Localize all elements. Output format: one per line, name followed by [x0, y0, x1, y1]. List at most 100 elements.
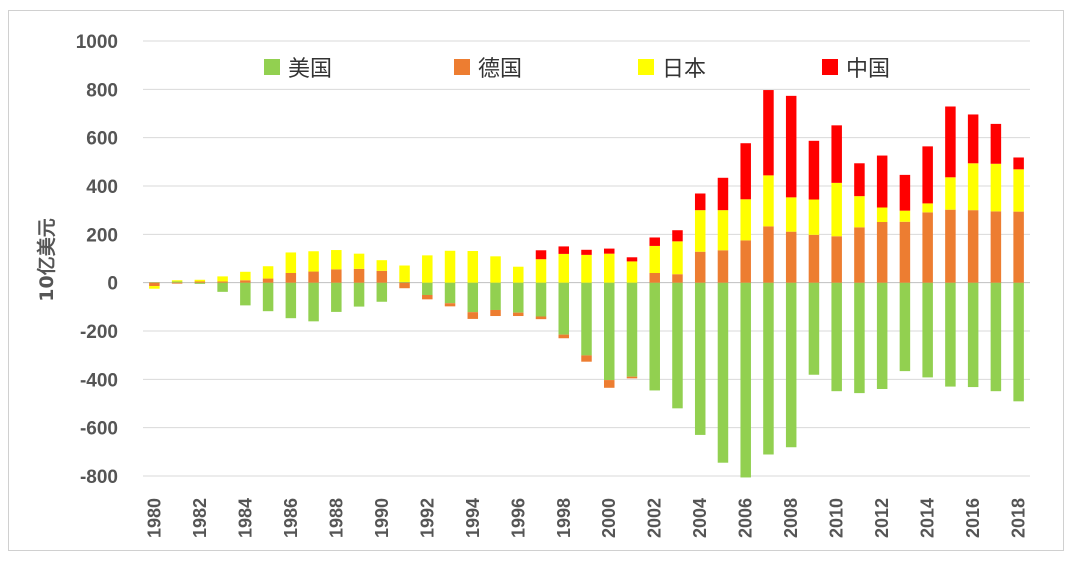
bar-japan-1998: [558, 253, 570, 283]
bar-china-2009: [808, 140, 820, 200]
legend: 美国 德国 日本 中国: [264, 57, 890, 82]
y-tick-label: 0: [107, 274, 118, 295]
bar-china-1999: [581, 249, 592, 255]
bar-usa-2016: [967, 282, 979, 388]
bar-usa-1984: [240, 282, 251, 306]
bar-japan-1994: [467, 251, 479, 283]
x-tick-label: 1990: [372, 498, 392, 538]
bar-usa-1994: [467, 282, 479, 313]
bar-germany-2006: [740, 240, 751, 283]
bar-japan-2015: [945, 177, 956, 210]
bar-usa-2001: [626, 282, 638, 377]
bar-japan-1983: [217, 276, 228, 282]
bar-china-2013: [899, 174, 911, 211]
bar-usa-1986: [285, 282, 297, 319]
bar-germany-1980: [149, 282, 160, 287]
bar-usa-2009: [808, 282, 820, 375]
bar-germany-1985: [262, 278, 274, 283]
y-axis-ticks: 1000 800 600 400 200 0 -200 -400 -600 -800: [76, 32, 118, 488]
bar-japan-1996: [513, 266, 524, 283]
bar-germany-1982: [194, 281, 206, 283]
bar-usa-1982: [194, 282, 206, 284]
legend-label-japan: 日本: [662, 57, 706, 82]
bar-germany-1988: [331, 269, 342, 283]
bar-japan-2007: [763, 175, 774, 227]
legend-swatch-germany: [454, 59, 470, 75]
bar-usa-1998: [558, 282, 570, 335]
bar-usa-1990: [376, 282, 388, 302]
legend-swatch-china: [822, 59, 838, 75]
bar-germany-1987: [308, 271, 319, 283]
x-tick-label: 2004: [690, 498, 710, 538]
bar-japan-1993: [444, 250, 456, 283]
bar-usa-1991: [399, 281, 410, 283]
bar-china-2008: [785, 95, 797, 198]
bar-japan-2002: [649, 245, 660, 273]
legend-label-germany: 德国: [478, 57, 522, 82]
bar-china-2001: [626, 257, 638, 262]
legend-swatch-usa: [264, 59, 280, 75]
y-tick-label: 800: [86, 80, 118, 101]
bar-germany-2009: [808, 234, 820, 283]
x-tick-label: 2012: [872, 498, 892, 538]
bar-japan-1982: [194, 279, 206, 282]
bar-japan-1981: [171, 280, 183, 282]
bar-japan-1985: [262, 266, 274, 279]
bar-germany-1989: [353, 268, 365, 283]
bar-china-2017: [990, 123, 1002, 164]
bar-usa-2006: [740, 282, 751, 478]
bar-japan-2008: [785, 197, 797, 232]
y-axis-label: 10亿美元: [35, 218, 58, 301]
bar-germany-1998: [558, 334, 570, 339]
bar-japan-2017: [990, 163, 1002, 212]
x-tick-label: 2018: [1009, 498, 1029, 538]
bar-china-2016: [967, 114, 979, 164]
legend-item-germany: 德国: [454, 57, 522, 82]
bar-germany-1990: [376, 270, 388, 283]
bar-usa-2000: [603, 282, 615, 381]
x-tick-label: 2016: [963, 498, 983, 538]
bar-china-2010: [831, 125, 842, 183]
bar-japan-2011: [854, 196, 865, 228]
bar-usa-1997: [535, 282, 547, 317]
bar-japan-2000: [603, 253, 615, 283]
bar-usa-1985: [262, 282, 274, 312]
bar-germany-2004: [694, 251, 706, 283]
x-tick-label: 1982: [190, 498, 210, 538]
bar-germany-1997: [535, 316, 547, 320]
bar-germany-1992: [422, 294, 433, 300]
bar-japan-1991: [399, 265, 410, 282]
bar-china-2012: [876, 155, 888, 208]
x-tick-label: 1996: [508, 498, 528, 538]
y-tick-label: -800: [80, 467, 118, 488]
bar-germany-2003: [672, 274, 683, 283]
bar-japan-1986: [285, 252, 297, 273]
bar-japan-2018: [1013, 169, 1024, 212]
bar-usa-2008: [785, 282, 797, 448]
bar-usa-2013: [899, 282, 911, 372]
bar-usa-2011: [854, 282, 865, 394]
x-tick-label: 2000: [599, 498, 619, 538]
y-tick-label: 1000: [76, 32, 118, 53]
y-tick-label: -400: [80, 370, 118, 391]
bar-japan-2012: [876, 207, 888, 223]
bar-usa-1980: [149, 282, 160, 283]
legend-label-usa: 美国: [288, 57, 332, 82]
bar-germany-2001: [626, 376, 638, 379]
bar-japan-2001: [626, 261, 638, 283]
bar-germany-2014: [922, 212, 933, 283]
bar-japan-1997: [535, 259, 547, 283]
bar-germany-1999: [581, 355, 592, 362]
bar-japan-2014: [922, 203, 933, 213]
bar-japan-1989: [353, 253, 365, 269]
bar-china-1998: [558, 246, 570, 254]
x-tick-label: 2008: [781, 498, 801, 538]
bar-germany-2013: [899, 221, 911, 283]
x-tick-label: 1994: [463, 498, 483, 538]
x-tick-label: 1998: [554, 498, 574, 538]
bar-japan-1984: [240, 271, 251, 281]
bar-china-2014: [922, 146, 933, 204]
bar-japan-2003: [672, 241, 683, 275]
legend-swatch-japan: [638, 59, 654, 75]
bar-germany-1986: [285, 273, 297, 283]
